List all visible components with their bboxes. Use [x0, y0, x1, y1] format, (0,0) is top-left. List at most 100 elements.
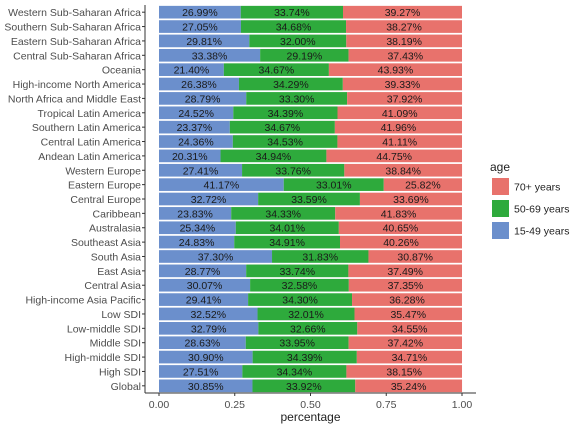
- bar-label-15-49-years-low-middle-sdi: 32.79%: [191, 323, 227, 335]
- y-tick-label-central-sub-saharan-africa: Central Sub-Saharan Africa: [13, 50, 141, 62]
- bar-label-50-69-years-southern-sub-saharan-africa: 34.68%: [276, 22, 312, 34]
- bar-segment-15-49-years-low-middle-sdi: [159, 322, 259, 335]
- bar-segment-15-49-years-eastern-sub-saharan-africa: [159, 34, 250, 48]
- legend-swatch-70-years: [492, 178, 509, 195]
- bar-segment-15-49-years-andean-latin-america: [159, 149, 221, 163]
- bar-label-70-years-southern-latin-america: 41.96%: [381, 122, 417, 134]
- y-tick-label-high-middle-sdi: High-middle SDI: [65, 352, 141, 364]
- bar-label-70-years-central-europe: 33.69%: [393, 194, 429, 206]
- y-tick-label-eastern-sub-saharan-africa: Eastern Sub-Saharan Africa: [11, 36, 141, 48]
- bar-label-50-69-years-eastern-sub-saharan-africa: 32.00%: [280, 36, 316, 48]
- legend-label-70-years: 70+ years: [514, 182, 560, 194]
- y-tick-label-high-income-north-america: High-income North America: [13, 79, 142, 91]
- bar-segment-50-69-years-central-sub-saharan-africa: [260, 48, 349, 62]
- bar-segment-15-49-years-north-africa-and-middle-east: [159, 92, 247, 105]
- bar-segment-50-69-years-southeast-asia: [234, 235, 341, 249]
- bar-label-15-49-years-high-income-north-america: 26.38%: [181, 79, 217, 91]
- bar-label-50-69-years-high-income-north-america: 34.29%: [273, 79, 309, 91]
- bar-segment-50-69-years-low-middle-sdi: [258, 322, 358, 335]
- bar-segment-70-years-western-sub-saharan-africa: [343, 5, 462, 19]
- bar-label-15-49-years-high-sdi: 27.51%: [183, 366, 219, 378]
- y-tick-label-middle-sdi: Middle SDI: [90, 338, 141, 350]
- y-tick-label-southern-latin-america: Southern Latin America: [32, 122, 141, 134]
- legend: age 70+ years 50-69 years 15-49 years: [490, 160, 569, 239]
- bar-segment-70-years-low-sdi: [354, 307, 462, 321]
- bar-label-15-49-years-central-latin-america: 24.36%: [178, 137, 214, 149]
- bar-label-50-69-years-central-latin-america: 34.53%: [267, 137, 303, 149]
- bar-label-70-years-andean-latin-america: 44.75%: [376, 151, 412, 163]
- bar-label-15-49-years-western-sub-saharan-africa: 26.99%: [182, 7, 218, 19]
- y-tick-label-tropical-latin-america: Tropical Latin America: [38, 108, 142, 120]
- bar-label-50-69-years-high-sdi: 34.34%: [277, 366, 313, 378]
- bar-label-15-49-years-east-asia: 28.77%: [185, 266, 221, 278]
- y-tick-label-central-asia: Central Asia: [84, 280, 141, 292]
- bar-segment-50-69-years-north-africa-and-middle-east: [246, 92, 348, 105]
- bar-label-15-49-years-caribbean: 23.83%: [177, 208, 213, 220]
- bar-label-15-49-years-south-asia: 37.30%: [198, 251, 234, 263]
- bar-segment-50-69-years-global: [252, 379, 356, 393]
- bar-segment-50-69-years-low-sdi: [257, 307, 355, 321]
- bar-label-70-years-southeast-asia: 40.26%: [383, 237, 419, 249]
- bar-segment-70-years-tropical-latin-america: [337, 106, 462, 120]
- bar-segment-70-years-east-asia: [348, 264, 462, 278]
- bar-label-70-years-caribbean: 41.83%: [381, 208, 417, 220]
- y-tick-label-central-europe: Central Europe: [70, 194, 141, 206]
- bar-label-15-49-years-low-sdi: 32.52%: [190, 309, 226, 321]
- bar-label-15-49-years-western-europe: 27.41%: [183, 165, 219, 177]
- bar-segment-50-69-years-central-asia: [250, 278, 349, 292]
- y-tick-label-southeast-asia: Southeast Asia: [71, 237, 141, 249]
- y-tick-label-central-latin-america: Central Latin America: [41, 137, 142, 149]
- bar-segment-50-69-years-western-sub-saharan-africa: [240, 5, 344, 19]
- bar-label-50-69-years-tropical-latin-america: 34.39%: [268, 108, 304, 120]
- bar-label-50-69-years-central-europe: 33.59%: [291, 194, 327, 206]
- bar-label-15-49-years-north-africa-and-middle-east: 28.79%: [185, 93, 221, 105]
- y-tick-label-australasia: Australasia: [89, 223, 141, 235]
- bar-segment-15-49-years-central-latin-america: [159, 135, 233, 148]
- bar-label-70-years-oceania: 43.93%: [378, 65, 414, 77]
- bar-label-50-69-years-middle-sdi: 33.95%: [279, 338, 315, 350]
- bar-segment-15-49-years-australasia: [159, 221, 236, 235]
- bar-label-15-49-years-central-sub-saharan-africa: 33.38%: [192, 50, 228, 62]
- legend-label-15-49-years: 15-49 years: [514, 226, 569, 238]
- y-tick-label-low-sdi: Low SDI: [101, 309, 141, 321]
- bar-label-50-69-years-central-asia: 32.58%: [282, 280, 318, 292]
- bar-segment-50-69-years-east-asia: [246, 264, 349, 278]
- bar-segment-15-49-years-central-europe: [159, 192, 259, 206]
- bar-label-15-49-years-eastern-sub-saharan-africa: 29.81%: [186, 36, 222, 48]
- bar-segment-15-49-years-southern-latin-america: [159, 120, 230, 134]
- bar-label-15-49-years-southern-latin-america: 23.37%: [177, 122, 213, 134]
- bar-segment-50-69-years-central-europe: [258, 192, 360, 206]
- bar-segment-15-49-years-high-sdi: [159, 365, 243, 378]
- bar-label-70-years-high-middle-sdi: 34.71%: [392, 352, 428, 364]
- bar-segment-50-69-years-tropical-latin-america: [233, 106, 338, 120]
- bar-segment-70-years-north-africa-and-middle-east: [347, 92, 463, 105]
- bar-label-15-49-years-high-income-asia-pacific: 29.41%: [186, 295, 222, 307]
- y-axis-tick-labels: Western Sub-Saharan Africa Southern Sub-S…: [4, 7, 145, 393]
- bar-label-70-years-middle-sdi: 37.42%: [387, 338, 423, 350]
- bar-segment-50-69-years-australasia: [235, 221, 339, 235]
- bar-segment-70-years-high-income-asia-pacific: [352, 293, 462, 306]
- bar-label-50-69-years-eastern-europe: 33.01%: [316, 180, 352, 192]
- bar-segment-70-years-middle-sdi: [348, 336, 462, 350]
- bar-segment-15-49-years-eastern-europe: [159, 178, 284, 191]
- y-tick-label-eastern-europe: Eastern Europe: [68, 180, 141, 192]
- bar-label-70-years-australasia: 40.65%: [383, 223, 419, 235]
- y-tick-label-east-asia: East Asia: [97, 266, 141, 278]
- bar-label-50-69-years-low-sdi: 32.01%: [288, 309, 324, 321]
- bar-segment-50-69-years-high-income-asia-pacific: [248, 293, 353, 306]
- bar-label-70-years-tropical-latin-america: 41.09%: [382, 108, 418, 120]
- y-tick-label-western-sub-saharan-africa: Western Sub-Saharan Africa: [8, 7, 141, 19]
- legend-swatch-50-69-years: [492, 200, 509, 217]
- bar-segment-70-years-central-latin-america: [337, 135, 462, 148]
- bar-label-70-years-high-income-north-america: 39.33%: [385, 79, 421, 91]
- bar-value-labels: 26.99% 33.74% 39.27% 27.05% 34.68% 38.27% 29.8…: [172, 7, 441, 393]
- bar-segment-50-69-years-central-latin-america: [232, 135, 338, 148]
- bar-label-15-49-years-tropical-latin-america: 24.52%: [178, 108, 214, 120]
- bar-label-70-years-central-sub-saharan-africa: 37.43%: [387, 50, 423, 62]
- bar-segment-15-49-years-western-europe: [159, 163, 243, 177]
- legend-title: age: [490, 160, 510, 174]
- bar-label-50-69-years-global: 33.92%: [286, 381, 322, 393]
- bar-segment-70-years-low-middle-sdi: [357, 322, 462, 335]
- bar-label-70-years-high-income-asia-pacific: 36.28%: [389, 295, 425, 307]
